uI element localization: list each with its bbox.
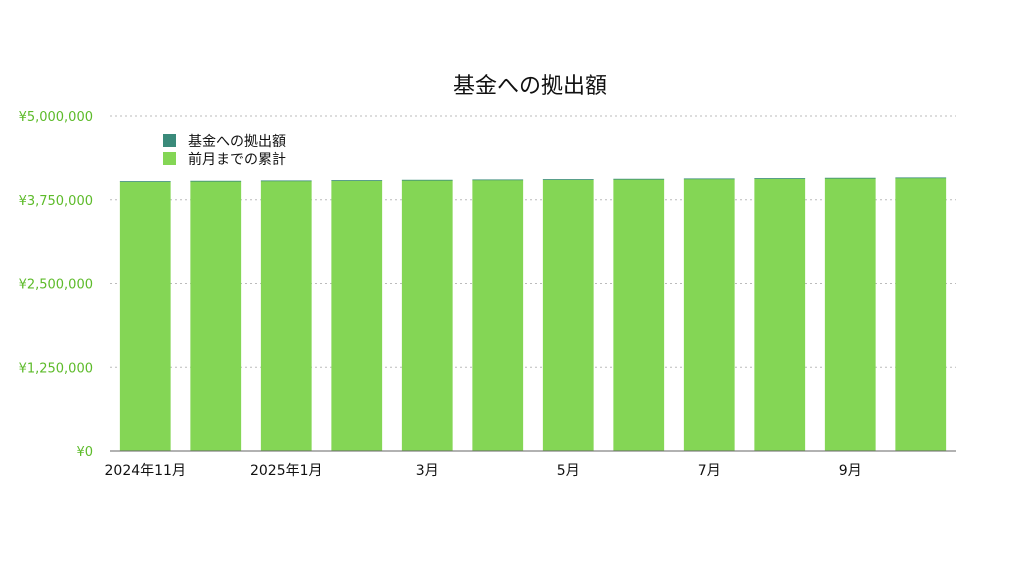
bar-contribution [824,177,876,179]
y-tick-label: ¥0 [76,445,93,460]
bar-contribution [683,178,735,180]
bar-cumulative [190,181,242,451]
bar-contribution [472,179,524,181]
chart-title: 基金への拠出額 [453,74,607,99]
x-tick-label: 5月 [557,463,580,479]
bar-contribution [754,178,806,179]
bar-contribution [260,180,312,182]
bar-contribution [331,180,383,181]
bar-cumulative [331,180,383,451]
y-tick-label: ¥3,750,000 [19,194,93,209]
x-tick-label: 9月 [839,463,862,479]
legend-swatch-cumulative [163,152,176,165]
x-axis-ticks: 2024年11月 2025年1月 3月 5月 7月 9月 [105,463,862,479]
bar-contribution [190,180,242,182]
legend-label-contribution: 基金への拠出額 [188,133,286,150]
bar-contribution [542,179,594,180]
bar-cumulative [824,178,876,451]
bar-contribution [613,178,665,180]
x-tick-label: 2025年1月 [250,463,323,479]
bar-cumulative [542,179,594,451]
y-axis-ticks: ¥0 ¥1,250,000 ¥2,500,000 ¥3,750,000 ¥5,000,0… [19,110,93,460]
bar-cumulative [401,180,453,451]
bar-cumulative [613,179,665,451]
y-tick-label: ¥2,500,000 [19,278,93,293]
bar-cumulative [472,179,524,452]
y-tick-label: ¥5,000,000 [19,110,93,125]
legend-label-cumulative: 前月までの累計 [188,151,286,168]
legend: 基金への拠出額 前月までの累計 [163,133,286,168]
bar-contribution [401,179,453,181]
bars [119,177,947,452]
x-tick-label: 7月 [698,463,721,479]
x-tick-label: 3月 [416,463,439,479]
bar-cumulative [683,178,735,452]
bar-cumulative [895,177,947,451]
grid-lines [110,115,956,368]
legend-swatch-contribution [163,134,176,147]
bar-cumulative [119,181,171,451]
x-tick-label: 2024年11月 [105,463,186,479]
bar-cumulative [754,178,806,451]
bar-contribution [119,181,171,182]
bar-cumulative [260,180,312,452]
y-tick-label: ¥1,250,000 [19,361,93,376]
bar-contribution [895,177,947,179]
